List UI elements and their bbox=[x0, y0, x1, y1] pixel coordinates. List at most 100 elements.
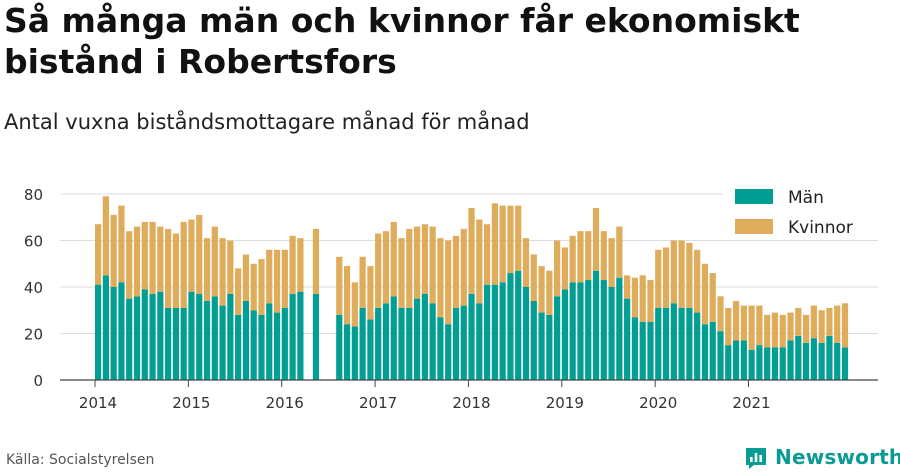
bar-women bbox=[133, 226, 141, 297]
bar-women bbox=[227, 240, 234, 294]
bar-women bbox=[624, 275, 631, 299]
bar-men bbox=[787, 340, 794, 380]
legend: Män Kvinnor bbox=[722, 176, 878, 238]
bar-men bbox=[421, 293, 428, 380]
bar-men bbox=[297, 291, 304, 380]
bar-men bbox=[235, 314, 242, 380]
bar-women bbox=[631, 277, 639, 318]
legend-swatch-men bbox=[735, 189, 773, 204]
bar-men bbox=[429, 303, 436, 380]
bar-women bbox=[390, 221, 397, 297]
bar-men bbox=[126, 298, 133, 380]
bar-women bbox=[273, 249, 281, 313]
bar-women bbox=[297, 238, 304, 292]
bar-women bbox=[764, 314, 771, 348]
bar-men bbox=[211, 296, 218, 380]
bar-men bbox=[647, 321, 654, 380]
bar-women bbox=[157, 226, 164, 292]
bar-men bbox=[157, 291, 164, 380]
bar-men bbox=[608, 287, 615, 380]
bar-men bbox=[802, 342, 810, 380]
bar-men bbox=[670, 303, 677, 380]
bar-men bbox=[507, 273, 514, 380]
bar-men bbox=[546, 314, 553, 380]
bar-women bbox=[538, 266, 545, 313]
bar-women bbox=[670, 240, 677, 304]
bar-men bbox=[266, 303, 273, 380]
bar-women bbox=[748, 305, 755, 350]
bar-men bbox=[445, 324, 452, 380]
bar-men bbox=[577, 282, 584, 380]
x-tick-label: 2014 bbox=[79, 394, 117, 412]
bar-men bbox=[592, 270, 600, 380]
bar-men bbox=[522, 287, 530, 380]
bar-women bbox=[732, 300, 740, 341]
bar-women bbox=[522, 238, 530, 287]
bar-women bbox=[694, 249, 701, 313]
bar-men bbox=[196, 293, 203, 380]
bar-men bbox=[841, 347, 849, 380]
bar-women bbox=[725, 307, 732, 346]
bar-women bbox=[258, 259, 265, 315]
bar-women bbox=[779, 314, 786, 348]
legend-label-men: Män bbox=[788, 188, 824, 208]
bar-men bbox=[740, 340, 747, 380]
bar-women bbox=[647, 280, 654, 322]
bar-men bbox=[180, 307, 187, 380]
bar-men bbox=[359, 307, 366, 380]
bar-women bbox=[398, 238, 405, 308]
x-tick-label: 2018 bbox=[452, 394, 490, 412]
bar-men bbox=[375, 307, 382, 380]
bar-women bbox=[351, 282, 358, 327]
bar-women bbox=[359, 256, 366, 308]
bar-women bbox=[585, 231, 592, 281]
bar-women bbox=[554, 240, 561, 297]
bar-men bbox=[398, 307, 405, 380]
y-tick-label: 0 bbox=[33, 372, 43, 390]
bar-men bbox=[530, 300, 537, 380]
bar-men bbox=[336, 314, 343, 380]
bar-men bbox=[165, 307, 172, 380]
bar-men bbox=[569, 282, 576, 380]
bar-men bbox=[701, 324, 709, 380]
bar-men bbox=[554, 296, 561, 380]
bar-women bbox=[126, 231, 133, 299]
bar-men bbox=[343, 324, 351, 380]
bar-women bbox=[203, 238, 211, 301]
bar-men bbox=[312, 293, 320, 380]
bar-women bbox=[219, 238, 226, 306]
bar-men bbox=[172, 307, 179, 380]
bar-women bbox=[312, 228, 320, 294]
bar-men bbox=[242, 300, 250, 380]
bar-women bbox=[834, 305, 841, 343]
bar-women bbox=[616, 226, 623, 278]
bar-men bbox=[748, 349, 755, 380]
legend-label-women: Kvinnor bbox=[788, 218, 853, 238]
bar-men bbox=[452, 307, 460, 380]
bar-women bbox=[367, 266, 374, 320]
bar-men bbox=[281, 307, 288, 380]
bar-women bbox=[577, 231, 584, 283]
bar-women bbox=[95, 224, 102, 285]
bar-women bbox=[561, 247, 568, 290]
bar-men bbox=[515, 270, 522, 380]
bar-men bbox=[818, 342, 825, 380]
bar-men bbox=[273, 312, 281, 380]
bar-men bbox=[227, 293, 234, 380]
bar-women bbox=[196, 214, 203, 294]
bar-women bbox=[499, 205, 506, 283]
bar-women bbox=[406, 228, 413, 308]
bar-men bbox=[188, 291, 195, 380]
bar-women bbox=[281, 249, 288, 308]
bar-men bbox=[118, 282, 125, 380]
newsworthy-logo-icon bbox=[746, 448, 766, 469]
bar-women bbox=[172, 233, 179, 308]
bar-men bbox=[102, 275, 109, 380]
bar-men bbox=[413, 298, 421, 380]
brand-logo-group: Newsworthy bbox=[744, 443, 900, 471]
bar-men bbox=[491, 284, 498, 380]
bar-men bbox=[639, 321, 646, 380]
bar-men bbox=[468, 293, 475, 380]
bar-women bbox=[678, 240, 685, 308]
bar-women bbox=[250, 263, 257, 311]
